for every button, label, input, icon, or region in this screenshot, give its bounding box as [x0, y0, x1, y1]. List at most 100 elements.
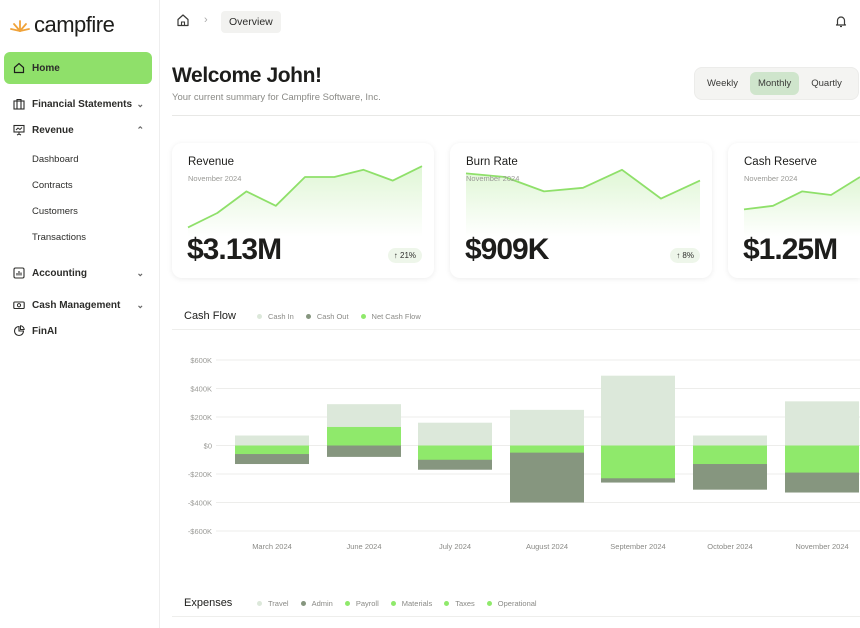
- presentation-icon: [12, 123, 26, 137]
- page-subtitle: Your current summary for Campfire Softwa…: [172, 92, 381, 103]
- x-tick-label: September 2024: [610, 542, 665, 551]
- sidebar-subitem-customers[interactable]: Customers: [32, 205, 78, 217]
- legend-dot: [257, 314, 262, 319]
- sparkline-area: [466, 169, 700, 237]
- card-title: Revenue: [188, 156, 235, 168]
- legend-label: Travel: [268, 599, 289, 608]
- legend-dot: [390, 601, 396, 606]
- sidebar: campfire Home Financial Statements ⌄ Rev…: [0, 0, 160, 628]
- bar-net-cash-flow: [327, 426, 401, 446]
- period-monthly[interactable]: Monthly: [749, 72, 800, 95]
- sidebar-item-label: Accounting: [32, 267, 87, 279]
- legend-cash-out[interactable]: Cash Out: [305, 312, 349, 321]
- cash-reserve-sparkline: [743, 176, 860, 237]
- legend-dot: [344, 601, 350, 606]
- legend-taxes[interactable]: Taxes: [444, 599, 475, 608]
- expenses-title: Expenses: [184, 597, 233, 609]
- y-tick-label: -$600K: [188, 527, 212, 536]
- chevron-down-icon[interactable]: ⌄: [136, 267, 144, 278]
- sidebar-item-home[interactable]: Home: [4, 52, 152, 84]
- header-divider: [172, 115, 860, 116]
- sparkline-line: [465, 168, 701, 200]
- sparkline-line: [743, 176, 860, 211]
- pie-icon: [12, 324, 26, 338]
- home-icon: [12, 61, 26, 75]
- legend-label: Cash Out: [316, 312, 349, 321]
- growth-badge: ↑ 21%: [387, 248, 422, 263]
- kpi-card-burn-rate[interactable]: Burn Rate November 2024 $909K ↑ 8%: [450, 143, 712, 278]
- sparkline-area: [188, 166, 422, 237]
- sidebar-item-label: Revenue: [32, 124, 74, 136]
- x-tick-label: November 2024: [795, 542, 848, 551]
- breadcrumb[interactable]: Overview: [221, 11, 281, 33]
- sparkline-area: [744, 177, 860, 237]
- sidebar-subitem-transactions[interactable]: Transactions: [32, 231, 87, 243]
- kpi-card-cash-reserve[interactable]: Cash Reserve November 2024 $1.25M: [728, 143, 860, 278]
- home-icon[interactable]: [176, 13, 192, 29]
- x-tick-label: October 2024: [707, 542, 752, 551]
- sidebar-item-accounting[interactable]: Accounting ⌄: [4, 260, 152, 286]
- legend-dot: [444, 601, 450, 606]
- card-date: November 2024: [188, 174, 242, 183]
- legend-label: Materials: [401, 599, 433, 608]
- y-tick-label: $400K: [190, 385, 212, 394]
- sidebar-item-cash-management[interactable]: Cash Management ⌄: [4, 292, 152, 318]
- bar-cash-out: [327, 445, 401, 457]
- x-tick-label: July 2024: [439, 542, 471, 551]
- bar-net-cash-flow: [235, 445, 309, 455]
- legend-travel[interactable]: Travel: [257, 599, 289, 608]
- bar-net-cash-flow: [601, 445, 675, 479]
- page-title: Welcome John!: [172, 64, 322, 87]
- growth-badge: ↑ 8%: [670, 248, 700, 263]
- chevron-right-icon: ›: [204, 14, 208, 26]
- legend-dot: [305, 314, 311, 319]
- chevron-up-icon[interactable]: ⌃: [136, 124, 144, 135]
- logo[interactable]: campfire: [10, 12, 115, 38]
- legend-label: Taxes: [455, 599, 475, 608]
- y-tick-label: $200K: [190, 413, 212, 422]
- burn-rate-sparkline: [465, 168, 701, 237]
- period-weekly[interactable]: Weekly: [707, 78, 738, 89]
- sidebar-subitem-contracts[interactable]: Contracts: [32, 179, 73, 191]
- legend-payroll[interactable]: Payroll: [344, 599, 379, 608]
- cash-flow-legend: Cash In Cash Out Net Cash Flow: [257, 312, 421, 321]
- section-divider: [172, 616, 860, 617]
- chevron-down-icon[interactable]: ⌄: [136, 98, 144, 109]
- cash-flow-title: Cash Flow: [184, 310, 236, 322]
- card-value: $1.25M: [743, 233, 838, 266]
- legend-admin[interactable]: Admin: [300, 599, 333, 608]
- legend-dot: [360, 314, 366, 319]
- sidebar-item-financial-statements[interactable]: Financial Statements ⌄: [4, 91, 152, 117]
- sparkline-line: [187, 165, 423, 229]
- legend-materials[interactable]: Materials: [390, 599, 433, 608]
- sidebar-subitem-dashboard[interactable]: Dashboard: [32, 153, 79, 165]
- sidebar-item-label: FinAI: [32, 325, 57, 337]
- period-quarterly[interactable]: Quartly: [811, 78, 842, 89]
- chevron-down-icon[interactable]: ⌄: [136, 299, 144, 310]
- expenses-legend: Travel Admin Payroll Materials Taxes Operatio…: [257, 599, 537, 608]
- legend-cash-in[interactable]: Cash In: [257, 312, 294, 321]
- card-title: Burn Rate: [466, 156, 518, 168]
- sidebar-item-revenue[interactable]: Revenue ⌃: [4, 117, 152, 143]
- bar-net-cash-flow: [785, 445, 859, 473]
- legend-label: Operational: [497, 599, 537, 608]
- legend-net-cash-flow[interactable]: Net Cash Flow: [360, 312, 421, 321]
- bar-cash-in: [693, 435, 767, 446]
- legend-operational[interactable]: Operational: [486, 599, 537, 608]
- sidebar-item-finai[interactable]: FinAI: [4, 318, 152, 344]
- card-date: November 2024: [466, 174, 520, 183]
- y-tick-label: $0: [204, 442, 212, 451]
- bar-net-cash-flow: [510, 445, 584, 453]
- kpi-card-revenue[interactable]: Revenue November 2024 $3.13M ↑ 21%: [172, 143, 434, 278]
- statements-icon: [12, 97, 26, 111]
- campfire-logo-icon: [10, 20, 30, 32]
- bell-icon[interactable]: [834, 14, 850, 30]
- bar-cash-out: [510, 445, 584, 503]
- bar-cash-in: [418, 422, 492, 446]
- topbar: › Overview: [160, 0, 860, 44]
- sidebar-nav: Home Financial Statements ⌄ Revenue ⌃ Da…: [4, 52, 152, 344]
- y-tick-label: -$200K: [188, 470, 212, 479]
- sidebar-item-label: Financial Statements: [32, 98, 133, 110]
- card-value: $3.13M: [187, 233, 282, 266]
- sidebar-item-label: Home: [32, 62, 60, 74]
